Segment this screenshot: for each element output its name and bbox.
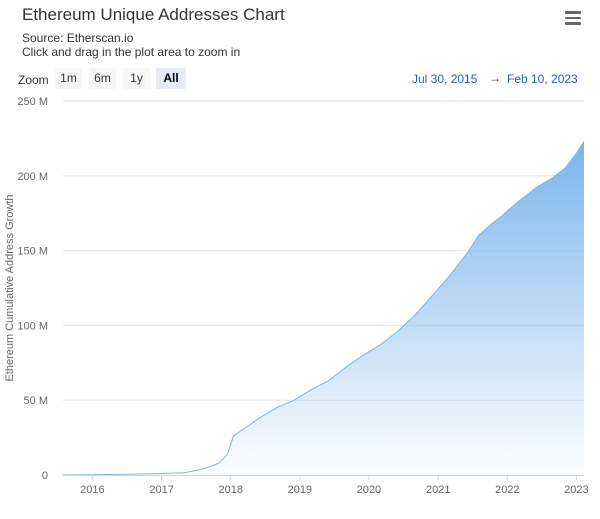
x-tick-label: 2022 (495, 484, 519, 496)
y-axis-title: Ethereum Cumulative Address Growth (4, 194, 16, 381)
x-tick-label: 2021 (426, 484, 450, 496)
x-tick-label: 2019 (288, 484, 312, 496)
zoom-1m-button[interactable]: 1m (55, 68, 82, 89)
y-tick-label: 0 (42, 470, 48, 482)
range-to-input[interactable]: Feb 10, 2023 (507, 72, 578, 86)
zoom-hint: Click and drag in the plot area to zoom … (22, 45, 241, 59)
y-tick-label: 50 M (24, 395, 48, 407)
chart-title: Ethereum Unique Addresses Chart (22, 5, 285, 24)
series-area (63, 141, 584, 475)
zoom-6m-button[interactable]: 6m (89, 68, 116, 89)
y-tick-label: 150 M (17, 246, 48, 258)
hamburger-menu-icon[interactable] (563, 11, 583, 27)
y-tick-label: 250 M (17, 96, 48, 108)
range-arrow: → (489, 71, 501, 85)
zoom-label: Zoom (18, 73, 49, 87)
series-line (62, 141, 585, 476)
range-from-input[interactable]: Jul 30, 2015 (412, 72, 478, 86)
chart-source: Source: Etherscan.io (22, 31, 134, 45)
x-tick-label: 2023 (564, 484, 588, 496)
x-tick-label: 2016 (80, 484, 104, 496)
zoom-all-button[interactable]: All (156, 68, 186, 89)
x-tick-label: 2020 (357, 484, 381, 496)
y-tick-label: 100 M (17, 320, 48, 332)
zoom-1y-button[interactable]: 1y (123, 68, 150, 89)
x-tick-label: 2017 (149, 484, 173, 496)
y-tick-label: 200 M (17, 171, 48, 183)
x-tick-label: 2018 (218, 484, 242, 496)
